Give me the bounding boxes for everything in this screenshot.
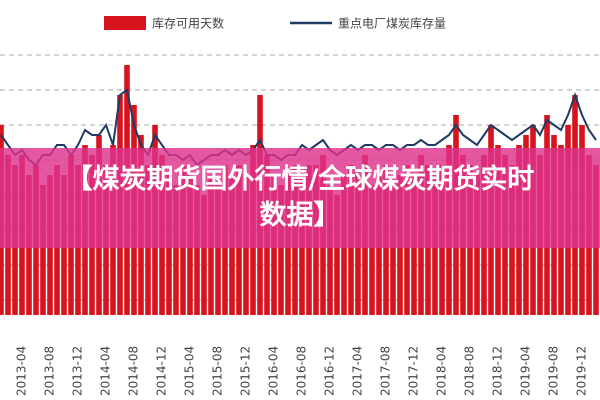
- x-tick-label: 2017-12: [407, 346, 421, 396]
- x-tick-label: 2015-04: [183, 346, 197, 396]
- x-tick-label: 2019-12: [575, 346, 589, 396]
- x-tick-label: 2013-12: [71, 346, 85, 396]
- x-tick-label: 2018-12: [491, 346, 505, 396]
- x-tick-label: 2018-04: [435, 346, 449, 396]
- bar: [369, 185, 375, 315]
- bar: [201, 195, 207, 315]
- x-tick-label: 2013-04: [15, 346, 29, 396]
- x-tick-label: 2016-12: [323, 346, 337, 396]
- legend-label: 库存可用天数: [152, 16, 224, 31]
- x-tick-label: 2016-04: [267, 346, 281, 396]
- bar: [215, 185, 221, 315]
- x-tick-label: 2013-08: [43, 346, 57, 396]
- banner: 【煤炭期货国外行情/全球煤炭期货实时数据】: [0, 148, 600, 248]
- bar: [334, 195, 340, 315]
- bar: [173, 185, 179, 315]
- legend-label: 重点电厂煤炭库存量: [338, 16, 446, 31]
- x-tick-label: 2017-08: [379, 346, 393, 396]
- x-tick-label: 2015-12: [239, 346, 253, 396]
- legend-swatch: [104, 16, 146, 30]
- x-tick-label: 2018-08: [463, 346, 477, 396]
- x-tick-label: 2019-08: [547, 346, 561, 396]
- bar: [390, 185, 396, 315]
- x-tick-label: 2017-04: [351, 346, 365, 396]
- x-tick-label: 2016-08: [295, 346, 309, 396]
- x-tick-label: 2015-08: [211, 346, 225, 396]
- x-tick-label: 2019-04: [519, 346, 533, 396]
- x-tick-label: 2014-08: [127, 346, 141, 396]
- bar: [194, 185, 200, 315]
- bar: [278, 185, 284, 315]
- bar: [40, 185, 46, 315]
- bar: [327, 185, 333, 315]
- x-tick-label: 2014-04: [99, 346, 113, 396]
- banner-text: 【煤炭期货国外行情/全球煤炭期货实时数据】: [65, 164, 535, 231]
- x-tick-label: 2014-12: [155, 346, 169, 396]
